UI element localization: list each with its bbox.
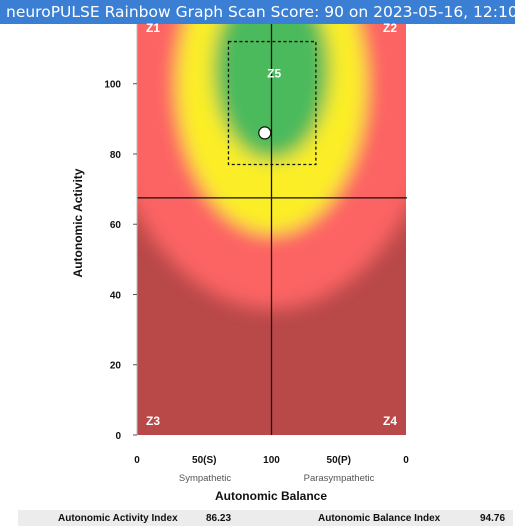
x-axis: 0 50(S) 100 50(P) 0	[134, 455, 409, 466]
y-tick-label: 60	[110, 220, 122, 231]
chart-title: neuroPULSE Rainbow Graph Scan Score: 90 …	[0, 0, 515, 24]
score-point	[258, 126, 272, 140]
zone-label-z2: Z2	[383, 21, 397, 35]
index-footer: Autonomic Activity Index 86.23 Autonomic…	[18, 510, 513, 526]
y-axis: 0 20 40 60 80 100	[104, 24, 138, 442]
x-tick-label: 50(S)	[192, 455, 216, 466]
zone-label-z5: Z5	[267, 67, 281, 81]
x-sublabel-parasympathetic: Parasympathetic	[304, 473, 375, 484]
zone-label-z4: Z4	[383, 414, 397, 428]
y-axis-title: Autonomic Activity	[71, 168, 85, 277]
y-tick-label: 20	[110, 361, 122, 372]
x-sublabel-sympathetic: Sympathetic	[179, 473, 232, 484]
zone-label-z3: Z3	[146, 414, 160, 428]
activity-index-label: Autonomic Activity Index	[58, 513, 178, 524]
zone-label-z1: Z1	[146, 21, 160, 35]
x-tick-label: 50(P)	[327, 455, 351, 466]
x-tick-label: 100	[263, 455, 280, 466]
y-tick-label: 80	[110, 150, 122, 161]
y-tick-label: 0	[115, 431, 121, 442]
y-tick-label: 40	[110, 290, 122, 301]
x-tick-label: 0	[134, 455, 140, 466]
z5-box	[227, 40, 317, 166]
balance-index-label: Autonomic Balance Index	[318, 513, 441, 524]
rainbow-graph: Z1 Z2 Z3 Z4 Z5 0 20 40 60 80 100 0 50(S) 100 50(…	[71, 21, 410, 503]
balance-index-value: 94.76	[480, 513, 506, 524]
activity-index-value: 86.23	[206, 513, 232, 524]
x-tick-label: 0	[403, 455, 409, 466]
x-axis-title: Autonomic Balance	[215, 489, 327, 503]
y-tick-label: 100	[104, 80, 121, 91]
